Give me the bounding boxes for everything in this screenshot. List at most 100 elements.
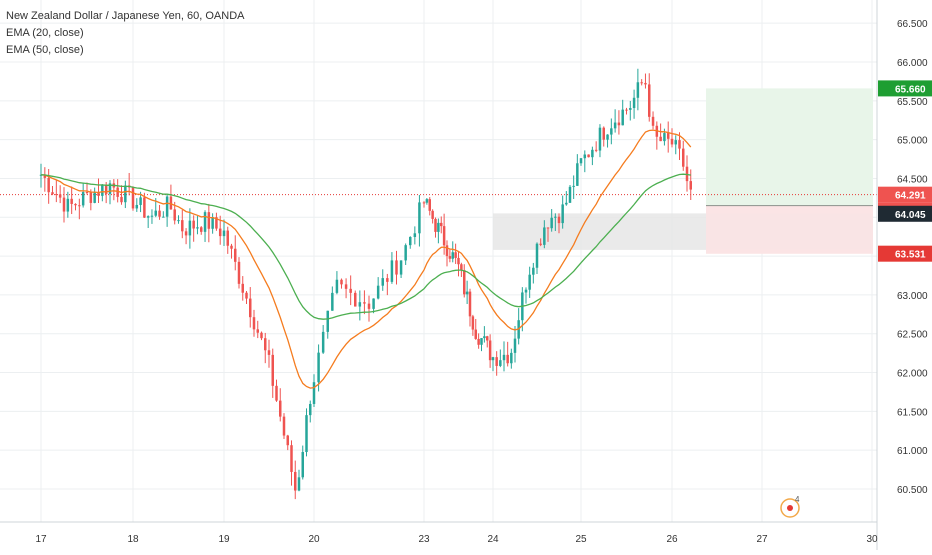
candle-body bbox=[116, 187, 119, 197]
event-count: 4 bbox=[795, 495, 800, 504]
candle-body bbox=[184, 231, 188, 236]
time-axis[interactable]: 17 18 19 20 23 24 25 26 27 30 bbox=[0, 521, 878, 545]
candle-body bbox=[358, 302, 362, 307]
candle-body bbox=[237, 261, 241, 284]
symbol-title[interactable]: New Zealand Dollar / Japanese Yen, 60, O… bbox=[6, 10, 245, 22]
candle-body bbox=[666, 133, 670, 139]
candle-body bbox=[434, 218, 437, 232]
candle-body bbox=[143, 197, 146, 218]
candle-body bbox=[451, 252, 454, 259]
candle-body bbox=[689, 181, 692, 190]
candle-body bbox=[188, 220, 192, 236]
candle-body bbox=[576, 163, 579, 186]
stop-price-label: 63.531 bbox=[878, 245, 932, 262]
stop-price-label-bg bbox=[878, 245, 932, 262]
candle-body bbox=[158, 210, 161, 217]
candle-body bbox=[636, 82, 640, 98]
candle-body bbox=[218, 228, 222, 237]
candle-body bbox=[245, 292, 248, 299]
candle-body bbox=[331, 292, 334, 311]
x-tick-label: 27 bbox=[756, 534, 768, 545]
candle-body bbox=[480, 338, 483, 345]
candle-body bbox=[81, 192, 85, 206]
candle-body bbox=[587, 154, 590, 158]
candle-body bbox=[591, 149, 594, 158]
candle-body bbox=[203, 212, 207, 232]
candle-body bbox=[305, 415, 308, 453]
entry-price-label-text: 64.045 bbox=[895, 210, 926, 221]
x-tick-label: 20 bbox=[308, 534, 320, 545]
candle-body bbox=[131, 187, 135, 209]
candle-body bbox=[196, 227, 199, 229]
candle-body bbox=[256, 329, 259, 333]
candle-body bbox=[286, 435, 289, 446]
candle-body bbox=[340, 279, 343, 285]
candle-body bbox=[290, 445, 293, 472]
stop-price-label-text: 63.531 bbox=[895, 250, 926, 261]
candle-body bbox=[301, 452, 304, 478]
target-price-label-text: 65.660 bbox=[895, 84, 926, 95]
y-tick-label: 62.500 bbox=[897, 330, 928, 341]
candle-body bbox=[135, 204, 139, 209]
candle-body bbox=[62, 197, 66, 212]
target-price-label-bg bbox=[878, 80, 932, 97]
candle-body bbox=[442, 226, 446, 246]
candle-body bbox=[468, 291, 472, 317]
candle-body bbox=[617, 122, 621, 126]
candle-body bbox=[437, 222, 440, 232]
candle-body bbox=[58, 194, 62, 198]
candle-body bbox=[97, 191, 100, 196]
candle-body bbox=[535, 243, 539, 268]
candle-body bbox=[78, 205, 81, 207]
candle-body bbox=[282, 416, 286, 436]
candle-body bbox=[445, 245, 449, 257]
event-marker[interactable]: 4 bbox=[780, 495, 800, 518]
candle-body bbox=[177, 220, 180, 222]
candle-body bbox=[200, 227, 203, 232]
candle-body bbox=[93, 191, 96, 203]
candle-body bbox=[249, 298, 252, 318]
candle-body bbox=[431, 210, 434, 219]
candle-body bbox=[317, 352, 320, 383]
candle-body bbox=[659, 136, 662, 142]
stop-zone-overlay bbox=[706, 206, 873, 254]
candle-body bbox=[422, 202, 426, 204]
candle-body bbox=[165, 196, 169, 217]
ema50-legend[interactable]: EMA (50, close) bbox=[6, 44, 84, 56]
candle-body bbox=[413, 233, 417, 237]
candle-body bbox=[260, 332, 263, 339]
candle-body bbox=[502, 354, 506, 361]
target-zone bbox=[706, 88, 873, 207]
candle-body bbox=[264, 338, 267, 351]
candle-body bbox=[169, 196, 173, 210]
candle-body bbox=[386, 278, 389, 282]
event-badge[interactable]: 4 bbox=[780, 495, 800, 518]
candle-body bbox=[51, 192, 54, 195]
ema20-legend[interactable]: EMA (20, close) bbox=[6, 27, 84, 39]
candle-body bbox=[363, 302, 366, 304]
candle-body bbox=[561, 204, 564, 224]
candle-body bbox=[674, 140, 677, 145]
last-price-label: 64.291 bbox=[878, 186, 932, 203]
x-tick-label: 24 bbox=[487, 534, 499, 545]
candle-body bbox=[173, 209, 176, 221]
candle-body bbox=[124, 185, 127, 203]
candle-body bbox=[192, 220, 195, 229]
candle-body bbox=[428, 199, 431, 211]
candle-body bbox=[425, 199, 429, 203]
candle-body bbox=[528, 274, 531, 290]
candle-body bbox=[621, 109, 624, 126]
candle-body bbox=[70, 198, 73, 204]
candle-body bbox=[372, 298, 375, 309]
candle-body bbox=[321, 331, 325, 353]
candle-body bbox=[606, 134, 609, 140]
last-price-label-bg bbox=[878, 186, 932, 203]
candle-body bbox=[632, 97, 636, 109]
candle-body bbox=[344, 284, 348, 289]
candle-body bbox=[409, 236, 412, 246]
candle-body bbox=[354, 292, 357, 307]
candle-body bbox=[532, 267, 535, 275]
